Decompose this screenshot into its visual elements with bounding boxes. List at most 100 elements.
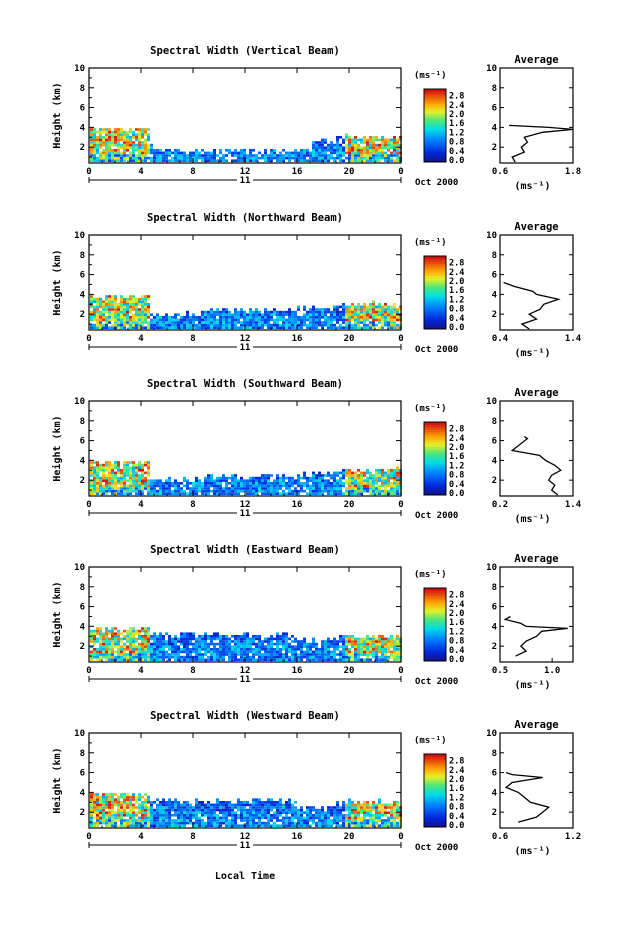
heatmap-cell — [111, 466, 114, 469]
heatmap-cell — [393, 149, 396, 152]
heatmap-cell — [120, 151, 123, 155]
heatmap-cell — [174, 650, 177, 654]
heatmap-cell — [315, 323, 318, 327]
heatmap-cell — [264, 648, 267, 651]
heatmap-cell — [198, 824, 201, 827]
heatmap-cell — [225, 321, 228, 324]
colorbar-tick-label: 2.4 — [449, 766, 464, 776]
heatmap-cell — [267, 154, 270, 157]
heatmap-cell — [258, 321, 261, 324]
heatmap-cell — [258, 487, 261, 490]
heatmap-cell — [234, 803, 237, 807]
heatmap-cell — [312, 318, 315, 322]
heatmap-cell — [105, 798, 108, 801]
heatmap-cell — [384, 482, 387, 485]
heatmap-cell — [312, 479, 315, 482]
heatmap-cell — [117, 323, 120, 327]
heatmap-cell — [366, 146, 369, 149]
heatmap-cell — [99, 645, 102, 648]
heatmap-cell — [147, 323, 150, 327]
heatmap-cell — [267, 640, 270, 643]
heatmap-cell — [279, 640, 282, 643]
heatmap-cell — [123, 824, 126, 827]
heatmap-cell — [120, 819, 123, 822]
heatmap-cell — [378, 303, 381, 306]
heatmap-cell — [144, 316, 147, 319]
heatmap-cell — [318, 143, 321, 147]
heatmap-cell — [351, 476, 354, 480]
heatmap-cell — [387, 156, 390, 160]
heatmap-cell — [126, 645, 129, 648]
heatmap-cell — [114, 149, 117, 152]
heatmap-cell — [144, 326, 147, 329]
average-y-tick-label: 2 — [492, 476, 497, 486]
heatmap-cell — [180, 156, 183, 160]
heatmap-cell — [231, 811, 234, 814]
x-tick-label: 0 — [398, 666, 403, 676]
heatmap-cell — [147, 321, 150, 324]
heatmap-cell — [198, 803, 201, 807]
heatmap-cell — [285, 808, 288, 812]
heatmap-cell — [213, 811, 216, 814]
heatmap-cell — [375, 492, 378, 495]
heatmap-cell — [147, 811, 150, 814]
heatmap-cell — [126, 466, 129, 469]
heatmap-cell — [309, 814, 312, 817]
heatmap-cell — [381, 136, 384, 139]
heatmap-cell — [171, 642, 174, 646]
heatmap-cell — [111, 313, 114, 316]
heatmap-cell — [348, 143, 351, 147]
heatmap-cell — [120, 637, 123, 641]
heatmap-cell — [240, 316, 243, 319]
heatmap-cell — [132, 313, 135, 316]
heatmap-cell — [357, 151, 360, 155]
heatmap-cell — [234, 487, 237, 490]
heatmap-cell — [255, 308, 258, 311]
heatmap-cell — [216, 816, 219, 820]
heatmap-cell — [252, 479, 255, 482]
heatmap-cell — [375, 471, 378, 475]
heatmap-cell — [141, 645, 144, 648]
heatmap-cell — [369, 313, 372, 316]
heatmap-cell — [369, 305, 372, 309]
heatmap-cell — [96, 300, 99, 303]
heatmap-cell — [219, 819, 222, 822]
heatmap-cell — [162, 658, 165, 661]
heatmap-cell — [192, 648, 195, 651]
heatmap-cell — [249, 310, 252, 314]
heatmap-cell — [297, 159, 300, 162]
heatmap-cell — [270, 808, 273, 812]
heatmap-cell — [288, 154, 291, 157]
heatmap-cell — [384, 305, 387, 309]
heatmap-cell — [264, 156, 267, 160]
heatmap-cell — [108, 484, 111, 488]
heatmap-cell — [96, 798, 99, 801]
heatmap-cell — [204, 806, 207, 809]
heatmap-cell — [396, 313, 399, 316]
heatmap-cell — [90, 629, 93, 633]
heatmap-cell — [204, 321, 207, 324]
heatmap-cell — [267, 482, 270, 485]
heatmap-cell — [213, 821, 216, 825]
heatmap-cell — [381, 655, 384, 659]
heatmap-cell — [117, 658, 120, 661]
heatmap-cell — [99, 821, 102, 825]
colorbar-segment — [424, 137, 446, 141]
heatmap-cell — [111, 632, 114, 635]
x-tick-label: 20 — [344, 666, 355, 676]
heatmap-cell — [105, 655, 108, 659]
heatmap-cell — [204, 811, 207, 814]
heatmap-cell — [195, 479, 198, 482]
heatmap-cell — [255, 492, 258, 495]
heatmap-cell — [315, 653, 318, 656]
heatmap-cell — [114, 482, 117, 485]
heatmap-cell — [129, 658, 132, 661]
heatmap-cell — [126, 156, 129, 160]
heatmap-cell — [231, 803, 234, 807]
heatmap-cell — [126, 308, 129, 311]
heatmap-cell — [120, 806, 123, 809]
heatmap-cell — [96, 461, 99, 464]
heatmap-cell — [105, 811, 108, 814]
heatmap-cell — [348, 801, 351, 804]
heatmap-cell — [393, 308, 396, 311]
